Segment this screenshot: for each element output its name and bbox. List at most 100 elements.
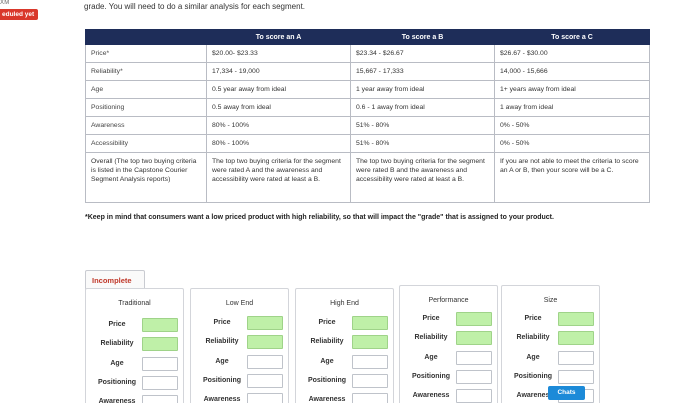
grade-drop-slot[interactable] — [247, 374, 283, 388]
criterion-row: Awareness — [86, 393, 183, 403]
grade-drop-slot-filled[interactable] — [558, 312, 594, 326]
criterion-row: Reliability — [400, 329, 497, 347]
criterion-label: Price — [318, 319, 336, 326]
cell-score-a: 17,334 - 19,000 — [206, 62, 351, 81]
grade-drop-slot[interactable] — [247, 355, 283, 369]
cell-score-a: $20.00- $23.33 — [206, 44, 351, 63]
cell-score-a: 0.5 away from ideal — [206, 98, 351, 117]
header-blank — [85, 29, 207, 45]
grade-drop-slot-filled[interactable] — [352, 316, 388, 330]
criterion-label: Positioning — [97, 379, 137, 386]
cell-score-c: 1+ years away from ideal — [494, 80, 650, 99]
cell-score-c: 0% - 50% — [494, 116, 650, 135]
table-row-overall: Overall (The top two buying criteria is … — [85, 152, 650, 203]
criterion-row: Age — [86, 355, 183, 373]
cell-score-c: If you are not able to meet the criteria… — [494, 152, 650, 203]
grade-drop-slot[interactable] — [456, 370, 492, 384]
criterion-label: Awareness — [412, 392, 450, 399]
grade-drop-slot-filled[interactable] — [247, 316, 283, 330]
grade-drop-slot-filled[interactable] — [558, 331, 594, 345]
segment-drop-area: Traditional Price Reliability Age Positionin… — [85, 285, 600, 403]
criterion-label: Awareness — [203, 396, 241, 403]
criterion-label: Positioning — [202, 377, 242, 384]
criterion-label: Price — [108, 321, 126, 328]
left-rail: XM eduled yet — [0, 0, 62, 403]
row-label: Accessibility — [85, 134, 207, 153]
cell-score-a: 80% - 100% — [206, 134, 351, 153]
criterion-label: Positioning — [513, 373, 553, 380]
grade-drop-slot-filled[interactable] — [456, 312, 492, 326]
criterion-label: Positioning — [307, 377, 347, 384]
criterion-label: Awareness — [308, 396, 346, 403]
segment-panel: Traditional Price Reliability Age Positionin… — [85, 288, 184, 403]
criterion-label: Reliability — [414, 334, 448, 341]
segment-title: Performance — [428, 297, 469, 304]
grade-drop-slot[interactable] — [142, 395, 178, 403]
table-row: Age 0.5 year away from ideal 1 year away f… — [85, 80, 650, 99]
criterion-row: Awareness — [400, 387, 497, 403]
status-badge[interactable]: eduled yet — [0, 9, 38, 20]
grade-drop-slot[interactable] — [558, 351, 594, 365]
criterion-row: Positioning — [191, 372, 288, 390]
grade-drop-slot-filled[interactable] — [142, 337, 178, 351]
row-label: Awareness — [85, 116, 207, 135]
table-row: Price* $20.00- $23.33 $23.34 - $26.67 $26.6… — [85, 44, 650, 63]
segment-title: High End — [330, 300, 359, 307]
grade-drop-slot[interactable] — [352, 355, 388, 369]
criterion-row: Price — [191, 314, 288, 332]
criterion-row: Price — [502, 310, 599, 328]
criterion-label: Reliability — [516, 334, 550, 341]
grade-drop-slot[interactable] — [142, 376, 178, 390]
row-label: Price* — [85, 44, 207, 63]
criterion-row: Age — [502, 349, 599, 367]
criterion-row: Awareness — [191, 391, 288, 403]
table-row: Reliability* 17,334 - 19,000 15,667 - 17,3… — [85, 62, 650, 81]
criterion-row: Age — [191, 353, 288, 371]
grade-drop-slot-filled[interactable] — [247, 335, 283, 349]
criterion-label: Price — [422, 315, 440, 322]
criterion-label: Reliability — [205, 338, 239, 345]
row-label: Positioning — [85, 98, 207, 117]
segment-panel: Low End Price Reliability Age Positioning Awa… — [190, 288, 289, 403]
grade-drop-slot[interactable] — [456, 389, 492, 403]
criterion-label: Price — [524, 315, 542, 322]
chats-button[interactable]: Chats — [548, 386, 585, 400]
criterion-label: Age — [526, 354, 540, 361]
grade-drop-slot[interactable] — [456, 351, 492, 365]
cell-score-b: 51% - 80% — [350, 134, 495, 153]
segment-title: Low End — [225, 300, 254, 307]
grade-drop-slot-filled[interactable] — [142, 318, 178, 332]
criterion-label: Age — [215, 358, 229, 365]
grade-drop-slot[interactable] — [558, 370, 594, 384]
cell-score-c: $26.67 - $30.00 — [494, 44, 650, 63]
criterion-label: Reliability — [100, 340, 134, 347]
grade-drop-slot[interactable] — [142, 357, 178, 371]
cell-score-a: 0.5 year away from ideal — [206, 80, 351, 99]
segment-panel: High End Price Reliability Age Positioning Aw… — [295, 288, 394, 403]
criterion-label: Age — [424, 354, 438, 361]
cell-score-b: 51% - 80% — [350, 116, 495, 135]
criterion-row: Price — [400, 310, 497, 328]
segment-title: Traditional — [118, 300, 151, 307]
criterion-row: Reliability — [502, 329, 599, 347]
criterion-row: Age — [400, 349, 497, 367]
criterion-row: Awareness — [296, 391, 393, 403]
header-score-a: To score an A — [206, 29, 351, 45]
table-row: Awareness 80% - 100% 51% - 80% 0% - 50% — [85, 116, 650, 135]
cell-score-b: 0.6 - 1 away from ideal — [350, 98, 495, 117]
criterion-row: Price — [86, 316, 183, 334]
grade-drop-slot-filled[interactable] — [456, 331, 492, 345]
criterion-label: Age — [320, 358, 334, 365]
criterion-row: Reliability — [296, 333, 393, 351]
criterion-row: Age — [296, 353, 393, 371]
grade-drop-slot[interactable] — [247, 393, 283, 403]
grade-drop-slot[interactable] — [352, 374, 388, 388]
criterion-label: Awareness — [98, 398, 136, 403]
grade-drop-slot[interactable] — [352, 393, 388, 403]
criterion-label: Awarenes — [516, 392, 550, 399]
grade-drop-slot-filled[interactable] — [352, 335, 388, 349]
cell-score-b: The top two buying criteria for the segm… — [350, 152, 495, 203]
footnote: *Keep in mind that consumers want a low … — [85, 214, 554, 221]
cell-score-c: 14,000 - 15,666 — [494, 62, 650, 81]
cell-score-b: 15,667 - 17,333 — [350, 62, 495, 81]
